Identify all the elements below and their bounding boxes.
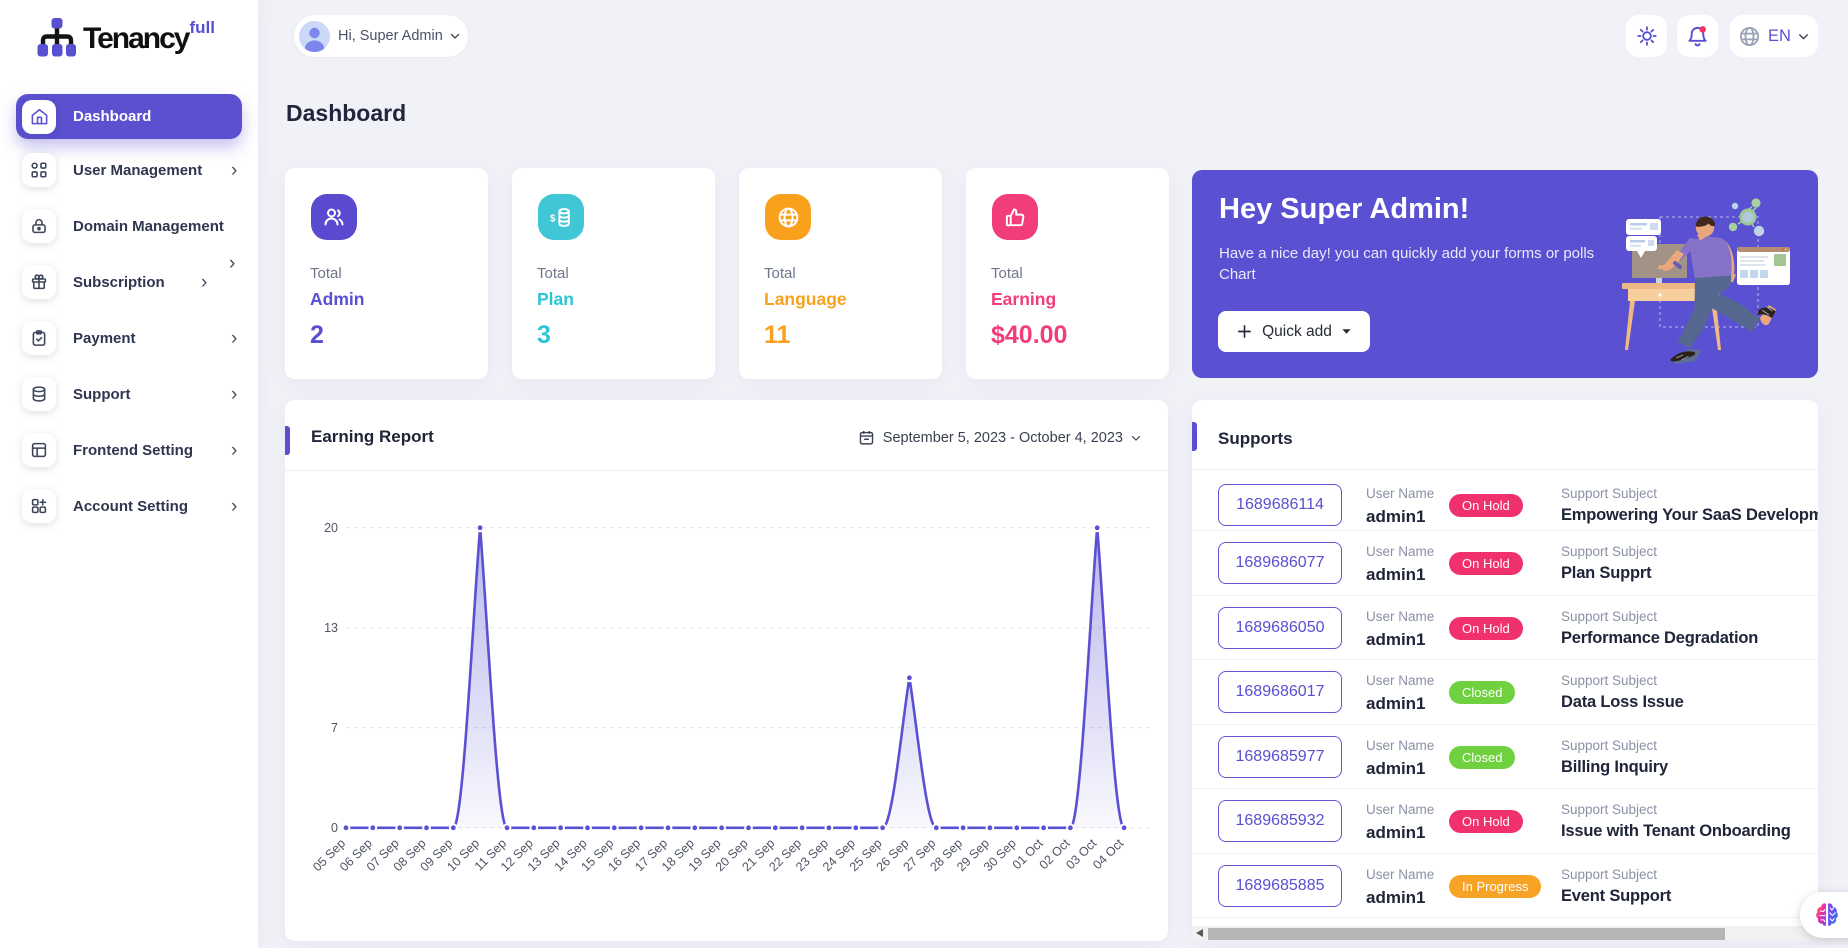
svg-text:04 Oct: 04 Oct — [1090, 836, 1126, 872]
svg-text:20: 20 — [324, 521, 338, 535]
svg-text:13: 13 — [324, 621, 338, 635]
svg-text:0: 0 — [331, 821, 338, 835]
svg-text:7: 7 — [331, 721, 338, 735]
svg-text:$: $ — [550, 213, 556, 224]
